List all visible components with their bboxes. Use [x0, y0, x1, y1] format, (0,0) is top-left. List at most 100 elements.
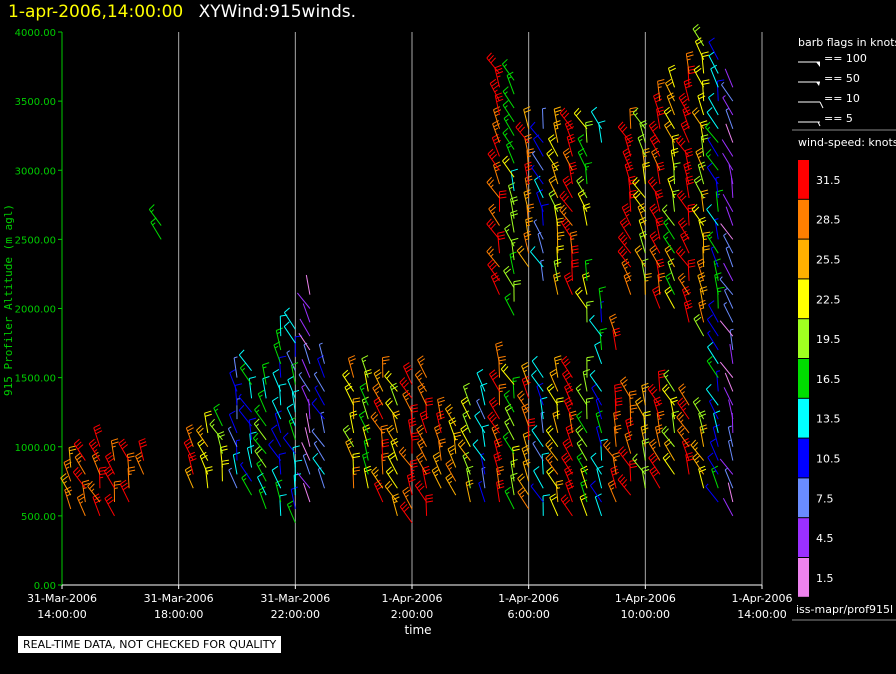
wind-barb	[692, 452, 705, 475]
wind-barb	[512, 376, 520, 399]
wind-barb	[493, 438, 503, 461]
wind-barb	[241, 473, 253, 496]
wind-barb	[590, 452, 603, 475]
wind-barb	[521, 375, 531, 399]
wind-barb	[720, 223, 734, 240]
wind-barb	[196, 425, 209, 448]
wind-barb	[504, 293, 515, 316]
wind-barb	[564, 465, 574, 489]
wind-barb	[76, 493, 86, 517]
wind-barb	[648, 438, 661, 461]
wind-barb	[709, 398, 719, 420]
wind-barb	[301, 384, 311, 406]
wind-barb	[531, 425, 544, 448]
wind-barb	[91, 451, 101, 475]
wind-barb	[501, 58, 515, 81]
wind-barbs	[60, 23, 734, 524]
wind-barb	[488, 203, 500, 226]
wind-barb	[546, 383, 559, 406]
wind-barb	[480, 382, 488, 406]
wind-barb	[364, 369, 373, 392]
wind-barb	[549, 493, 559, 517]
wind-barb	[621, 203, 632, 226]
wind-barb	[392, 410, 401, 434]
wind-barb	[253, 418, 267, 441]
x-tick-time: 10:00:00	[621, 608, 670, 621]
wind-barb	[676, 411, 690, 434]
wind-barb	[502, 86, 515, 109]
wind-barb	[361, 355, 369, 378]
wind-barb	[398, 446, 413, 468]
wind-barb	[725, 123, 734, 143]
wind-barb	[489, 369, 500, 392]
wind-barb	[685, 175, 694, 198]
y-tick-label: 1500.00	[15, 374, 56, 385]
wind-barb	[687, 203, 696, 226]
wind-barb	[216, 431, 225, 454]
wind-barb	[693, 65, 705, 88]
wind-barb	[707, 136, 719, 157]
wind-barb	[577, 189, 588, 212]
wind-barb	[495, 341, 504, 364]
x-tick-time: 14:00:00	[737, 608, 786, 621]
wind-barb	[291, 389, 300, 413]
wind-barb	[725, 206, 734, 226]
wind-barb	[453, 431, 462, 454]
wind-barb	[500, 363, 515, 385]
wind-barb	[517, 473, 530, 496]
wind-barb	[676, 135, 690, 157]
wind-barb	[370, 411, 384, 434]
wind-barb	[296, 292, 311, 309]
speed-bin-label: 10.5	[816, 453, 841, 466]
wind-barb	[347, 355, 356, 378]
wind-barb	[386, 424, 398, 448]
wind-barb	[678, 383, 690, 406]
wind-barb	[705, 121, 719, 143]
speed-bin-swatch	[798, 160, 809, 199]
wind-barb	[502, 100, 515, 123]
wind-barb	[213, 403, 223, 427]
wind-barb	[642, 161, 651, 185]
wind-barb	[594, 493, 603, 517]
wind-barb	[282, 432, 296, 454]
wind-barb	[697, 272, 706, 295]
wind-barb	[576, 175, 588, 199]
wind-barb	[722, 498, 734, 517]
wind-barb	[302, 303, 311, 323]
wind-barb	[498, 190, 507, 212]
wind-barb	[585, 120, 593, 143]
flag-legend-label: == 10	[824, 92, 860, 105]
wind-barb	[708, 51, 719, 74]
wind-barb	[728, 399, 734, 420]
wind-barb	[622, 147, 632, 171]
wind-barb	[460, 396, 471, 420]
wind-barb	[545, 453, 559, 475]
speed-bin-swatch	[798, 239, 809, 279]
wind-barb	[643, 410, 651, 433]
wind-barb	[352, 397, 361, 420]
wind-barb	[532, 440, 544, 461]
wind-barb	[457, 439, 471, 461]
wind-barb	[701, 51, 710, 74]
wind-barb	[431, 465, 442, 489]
wind-barb	[723, 233, 734, 254]
wind-barb	[727, 482, 734, 503]
wind-barb	[600, 438, 608, 461]
wind-barb	[721, 81, 734, 102]
wind-barb	[655, 216, 664, 240]
wind-barb	[714, 218, 719, 240]
wind-barb	[542, 494, 551, 516]
wind-barb	[409, 459, 418, 482]
y-tick-label: 3500.00	[15, 97, 56, 108]
wind-barb	[708, 92, 719, 116]
wind-barb	[516, 245, 530, 268]
wind-barb	[503, 113, 515, 136]
wind-barb	[629, 404, 638, 427]
wind-barb	[561, 355, 573, 378]
wind-barb	[675, 246, 690, 268]
wind-barb	[104, 493, 115, 517]
wind-barb	[278, 452, 287, 475]
wind-barb	[561, 217, 573, 240]
wind-barb	[279, 494, 287, 516]
